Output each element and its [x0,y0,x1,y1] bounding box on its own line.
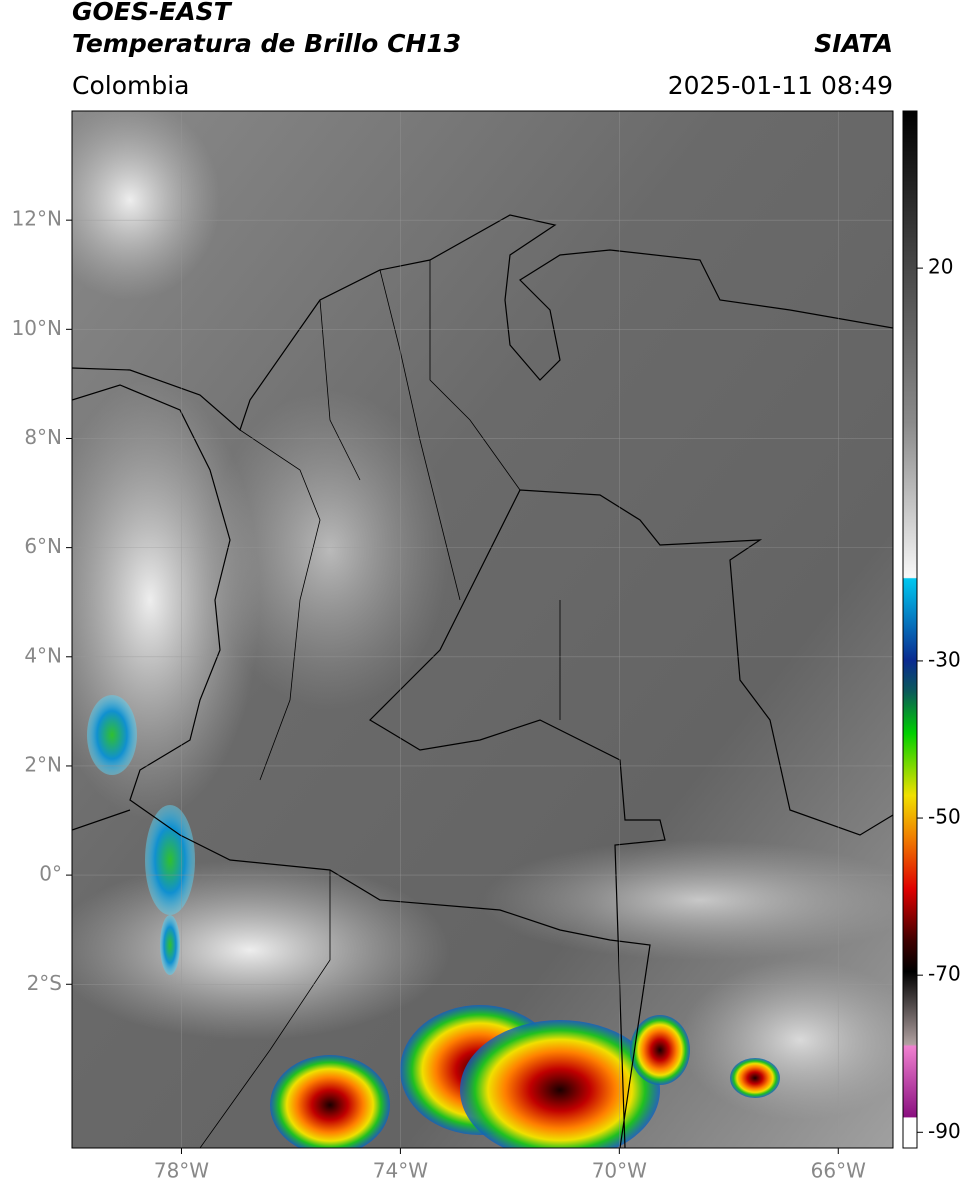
y-tick-label: 6°N [24,534,62,558]
y-tick-label: 8°N [24,425,62,449]
x-tick-label: 70°W [592,1159,647,1183]
y-tick-label: 4°N [24,643,62,667]
colorbar [902,110,918,1149]
title: GOES-EAST [72,0,233,26]
colorbar-tick-label: -90 [928,1119,961,1143]
grid [72,111,893,1148]
y-tick-label: 2°N [24,752,62,776]
x-tick-label: 74°W [373,1159,428,1183]
map-frame [71,110,894,1149]
colorbar-tick-label: -30 [928,647,961,671]
colorbar-tick-label: 20 [928,255,953,279]
y-tick-label: 2°S [27,971,62,995]
colorbar-tick-label: -70 [928,962,961,986]
datetime: 2025-01-11 08:49 [668,71,893,100]
y-tick-label: 10°N [12,316,62,340]
region: Colombia [72,71,189,100]
x-tick-label: 66°W [811,1159,866,1183]
subtitle: Temperatura de Brillo CH13 [72,29,461,58]
x-tick-label: 78°W [154,1159,209,1183]
satellite-image [72,111,893,1148]
y-tick-label: 0° [39,862,62,886]
source: SIATA [814,29,893,58]
colorbar-tick-label: -50 [928,805,961,829]
y-tick-label: 12°N [12,207,62,231]
